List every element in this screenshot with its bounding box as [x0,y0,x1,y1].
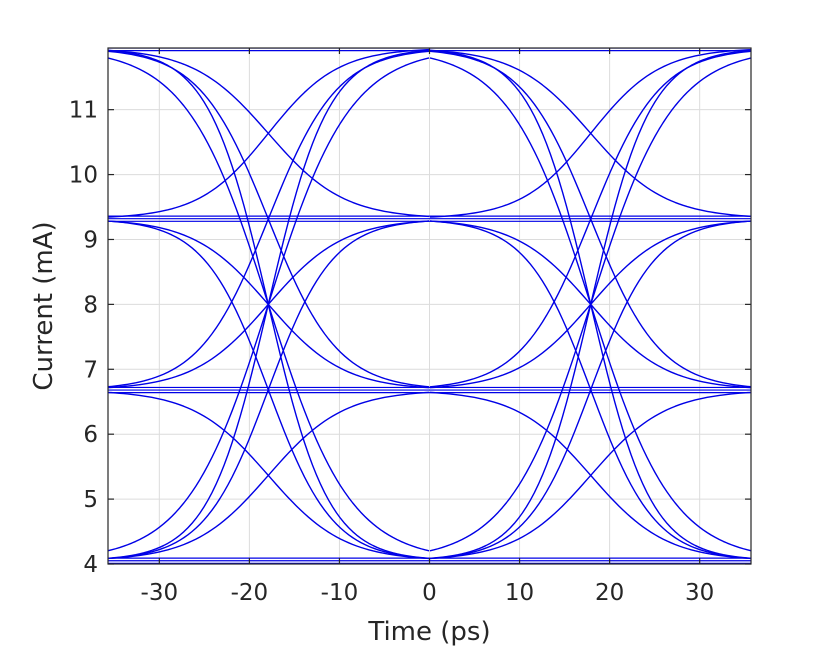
y-axis-label: Current (mA) [29,221,59,390]
eye-trace-24 [429,391,751,560]
x-tick-label: 0 [422,580,437,606]
eye-trace-20 [429,48,751,218]
x-tick-label: 30 [685,580,714,606]
trace-group [108,48,751,564]
x-tick-label: -30 [141,580,179,606]
axes: -30 -20 -10 0 10 20 30 4 5 6 7 8 9 10 11 [69,47,752,606]
grid [108,48,751,565]
y-tick-label: 8 [83,292,98,318]
x-tick-label: 10 [505,580,534,606]
eye-trace-13 [108,57,430,552]
y-tick-label: 4 [83,552,98,578]
y-tick-label: 7 [83,357,98,383]
labels: Time (ps) Current (mA) [29,221,491,647]
y-tick-label: 6 [83,422,98,448]
x-tick-label: -10 [321,580,359,606]
y-tick-label: 5 [83,487,98,513]
y-tick-label: 10 [69,163,98,189]
x-tick-label: 20 [595,580,624,606]
y-tick-label: 11 [69,98,98,124]
x-tick-label: -20 [231,580,269,606]
eye-trace-27 [429,57,751,552]
x-axis-label: Time (ps) [367,617,490,647]
y-tick-label: 9 [83,227,98,253]
eye-trace-10 [108,391,430,560]
eye-trace-6 [108,48,430,218]
